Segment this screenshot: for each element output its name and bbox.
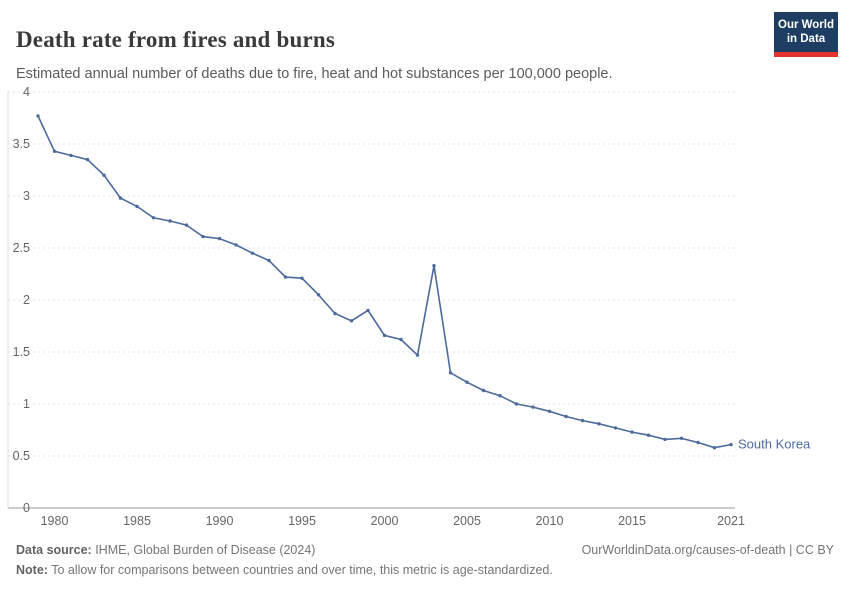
- data-point: [663, 437, 667, 442]
- data-point: [283, 275, 288, 279]
- y-tick-label: 0: [23, 501, 30, 515]
- data-point: [52, 149, 57, 153]
- y-tick-label: 2: [23, 293, 30, 307]
- series-end-label: South Korea: [738, 437, 811, 452]
- x-tick-label: 2015: [618, 514, 646, 528]
- data-point: [85, 157, 90, 162]
- data-point: [646, 433, 651, 437]
- x-tick-label: 1990: [206, 514, 234, 528]
- data-point: [630, 430, 634, 434]
- footer-note-text: To allow for comparisons between countri…: [47, 563, 553, 577]
- data-point: [382, 333, 387, 338]
- x-tick-label: 1980: [41, 514, 69, 528]
- owid-logo-line1: Our World: [778, 19, 835, 31]
- y-tick-label: 2.5: [13, 241, 30, 255]
- data-point: [135, 204, 139, 209]
- data-point: [217, 236, 222, 241]
- data-point: [151, 216, 156, 220]
- data-point: [36, 114, 40, 118]
- owid-logo[interactable]: Our World in Data: [774, 12, 838, 57]
- data-point: [597, 422, 601, 426]
- data-point: [267, 258, 271, 263]
- y-tick-label: 0.5: [13, 449, 30, 463]
- data-point: [448, 371, 453, 375]
- data-point: [333, 311, 337, 316]
- data-point: [729, 442, 733, 447]
- data-point: [580, 418, 585, 423]
- data-point: [696, 440, 700, 445]
- data-point: [498, 394, 502, 398]
- data-source-text: IHME, Global Burden of Disease (2024): [91, 543, 316, 557]
- data-point: [399, 337, 403, 342]
- y-tick-label: 3.5: [13, 137, 30, 151]
- data-point: [531, 405, 535, 409]
- data-point: [481, 388, 486, 393]
- data-point: [465, 380, 469, 384]
- data-point: [168, 219, 172, 223]
- data-source: Data source: IHME, Global Burden of Dise…: [16, 543, 315, 557]
- footer-note-label: Note:: [16, 563, 48, 577]
- data-point: [250, 251, 255, 255]
- x-tick-label: 1985: [123, 514, 151, 528]
- data-point: [201, 234, 205, 239]
- chart-subtitle: Estimated annual number of deaths due to…: [16, 65, 613, 82]
- x-tick-label: 2021: [717, 514, 745, 528]
- y-tick-label: 3: [23, 189, 30, 203]
- footer-note: Note: To allow for comparisons between c…: [16, 563, 834, 577]
- data-point: [712, 446, 717, 450]
- data-point: [300, 276, 304, 280]
- owid-logo-line2: in Data: [786, 33, 826, 46]
- data-point: [316, 293, 321, 297]
- x-tick-label: 2005: [453, 514, 481, 528]
- data-point: [613, 426, 618, 430]
- y-tick-label: 1: [23, 397, 30, 411]
- data-point: [564, 414, 568, 419]
- data-point: [679, 436, 684, 440]
- y-tick-label: 1.5: [13, 345, 30, 359]
- owid-logo-red-bar: [774, 51, 838, 57]
- series-line: [37, 115, 732, 449]
- x-tick-label: 2000: [371, 514, 399, 528]
- footer-link[interactable]: OurWorldinData.org/causes-of-death | CC …: [581, 543, 834, 557]
- y-tick-label: 4: [23, 85, 30, 99]
- data-point: [184, 223, 189, 227]
- x-tick-label: 2010: [536, 514, 564, 528]
- data-point: [69, 153, 73, 158]
- data-point: [514, 402, 519, 406]
- line-chart[interactable]: 0 0.5 1 1.5 2 2.5 3 3.5 4 1980 1985 1990 1995 2000 200…: [0, 80, 850, 535]
- data-source-label: Data source:: [16, 543, 92, 557]
- x-tick-label: 1995: [288, 514, 316, 528]
- data-point: [415, 353, 420, 357]
- data-point: [349, 319, 354, 323]
- chart-title: Death rate from fires and burns: [16, 27, 336, 53]
- data-point: [118, 196, 123, 200]
- data-point: [234, 243, 238, 247]
- data-point: [432, 264, 436, 268]
- chart-footer: Data source: IHME, Global Burden of Dise…: [16, 543, 834, 577]
- data-point: [547, 409, 552, 413]
- data-point: [366, 308, 370, 313]
- data-point: [102, 173, 106, 177]
